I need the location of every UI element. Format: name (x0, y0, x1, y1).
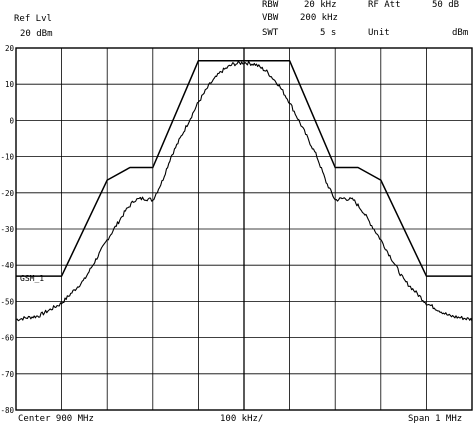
division-scale: 100 kHz/ (220, 414, 264, 424)
center-frequency: Center 900 MHz (18, 414, 94, 424)
y-tick-label: 0 (9, 116, 14, 125)
y-tick-label: -30 (0, 225, 14, 234)
y-tick-label: -20 (0, 189, 14, 198)
y-tick-label: 10 (5, 80, 15, 89)
rf-att-value: 50 dB (432, 0, 460, 10)
swt-label: SWT (262, 28, 279, 38)
y-tick-label: -60 (0, 334, 14, 343)
ref-level-label: Ref Lvl (14, 14, 52, 24)
y-tick-label: 20 (5, 44, 15, 53)
series-group (15, 59, 473, 322)
unit-value: dBm (452, 28, 469, 38)
vbw-label: VBW (262, 13, 279, 23)
y-tick-label: -80 (0, 406, 14, 415)
unit-label: Unit (368, 28, 390, 38)
rbw-value: 20 kHz (304, 0, 337, 10)
rbw-label: RBW (262, 0, 279, 10)
limit-marker-label: GSM_1 (20, 274, 44, 283)
limit-line-gsm-1 (16, 59, 472, 277)
y-tick-label: -70 (0, 370, 14, 379)
y-tick-label: -40 (0, 261, 14, 270)
swt-value: 5 s (320, 28, 337, 38)
measured-trace (15, 60, 473, 322)
y-tick-label: -50 (0, 297, 14, 306)
y-tick-label: -10 (0, 153, 14, 162)
rf-att-label: RF Att (368, 0, 401, 10)
span-value: Span 1 MHz (408, 414, 463, 424)
vbw-value: 200 kHz (300, 13, 338, 23)
y-axis-ticks: 20 10 0 -10 -20 -30 -40 -50 -60 -70 -80 (0, 44, 14, 415)
ref-level-value: 20 dBm (20, 29, 53, 39)
grid (16, 48, 472, 410)
